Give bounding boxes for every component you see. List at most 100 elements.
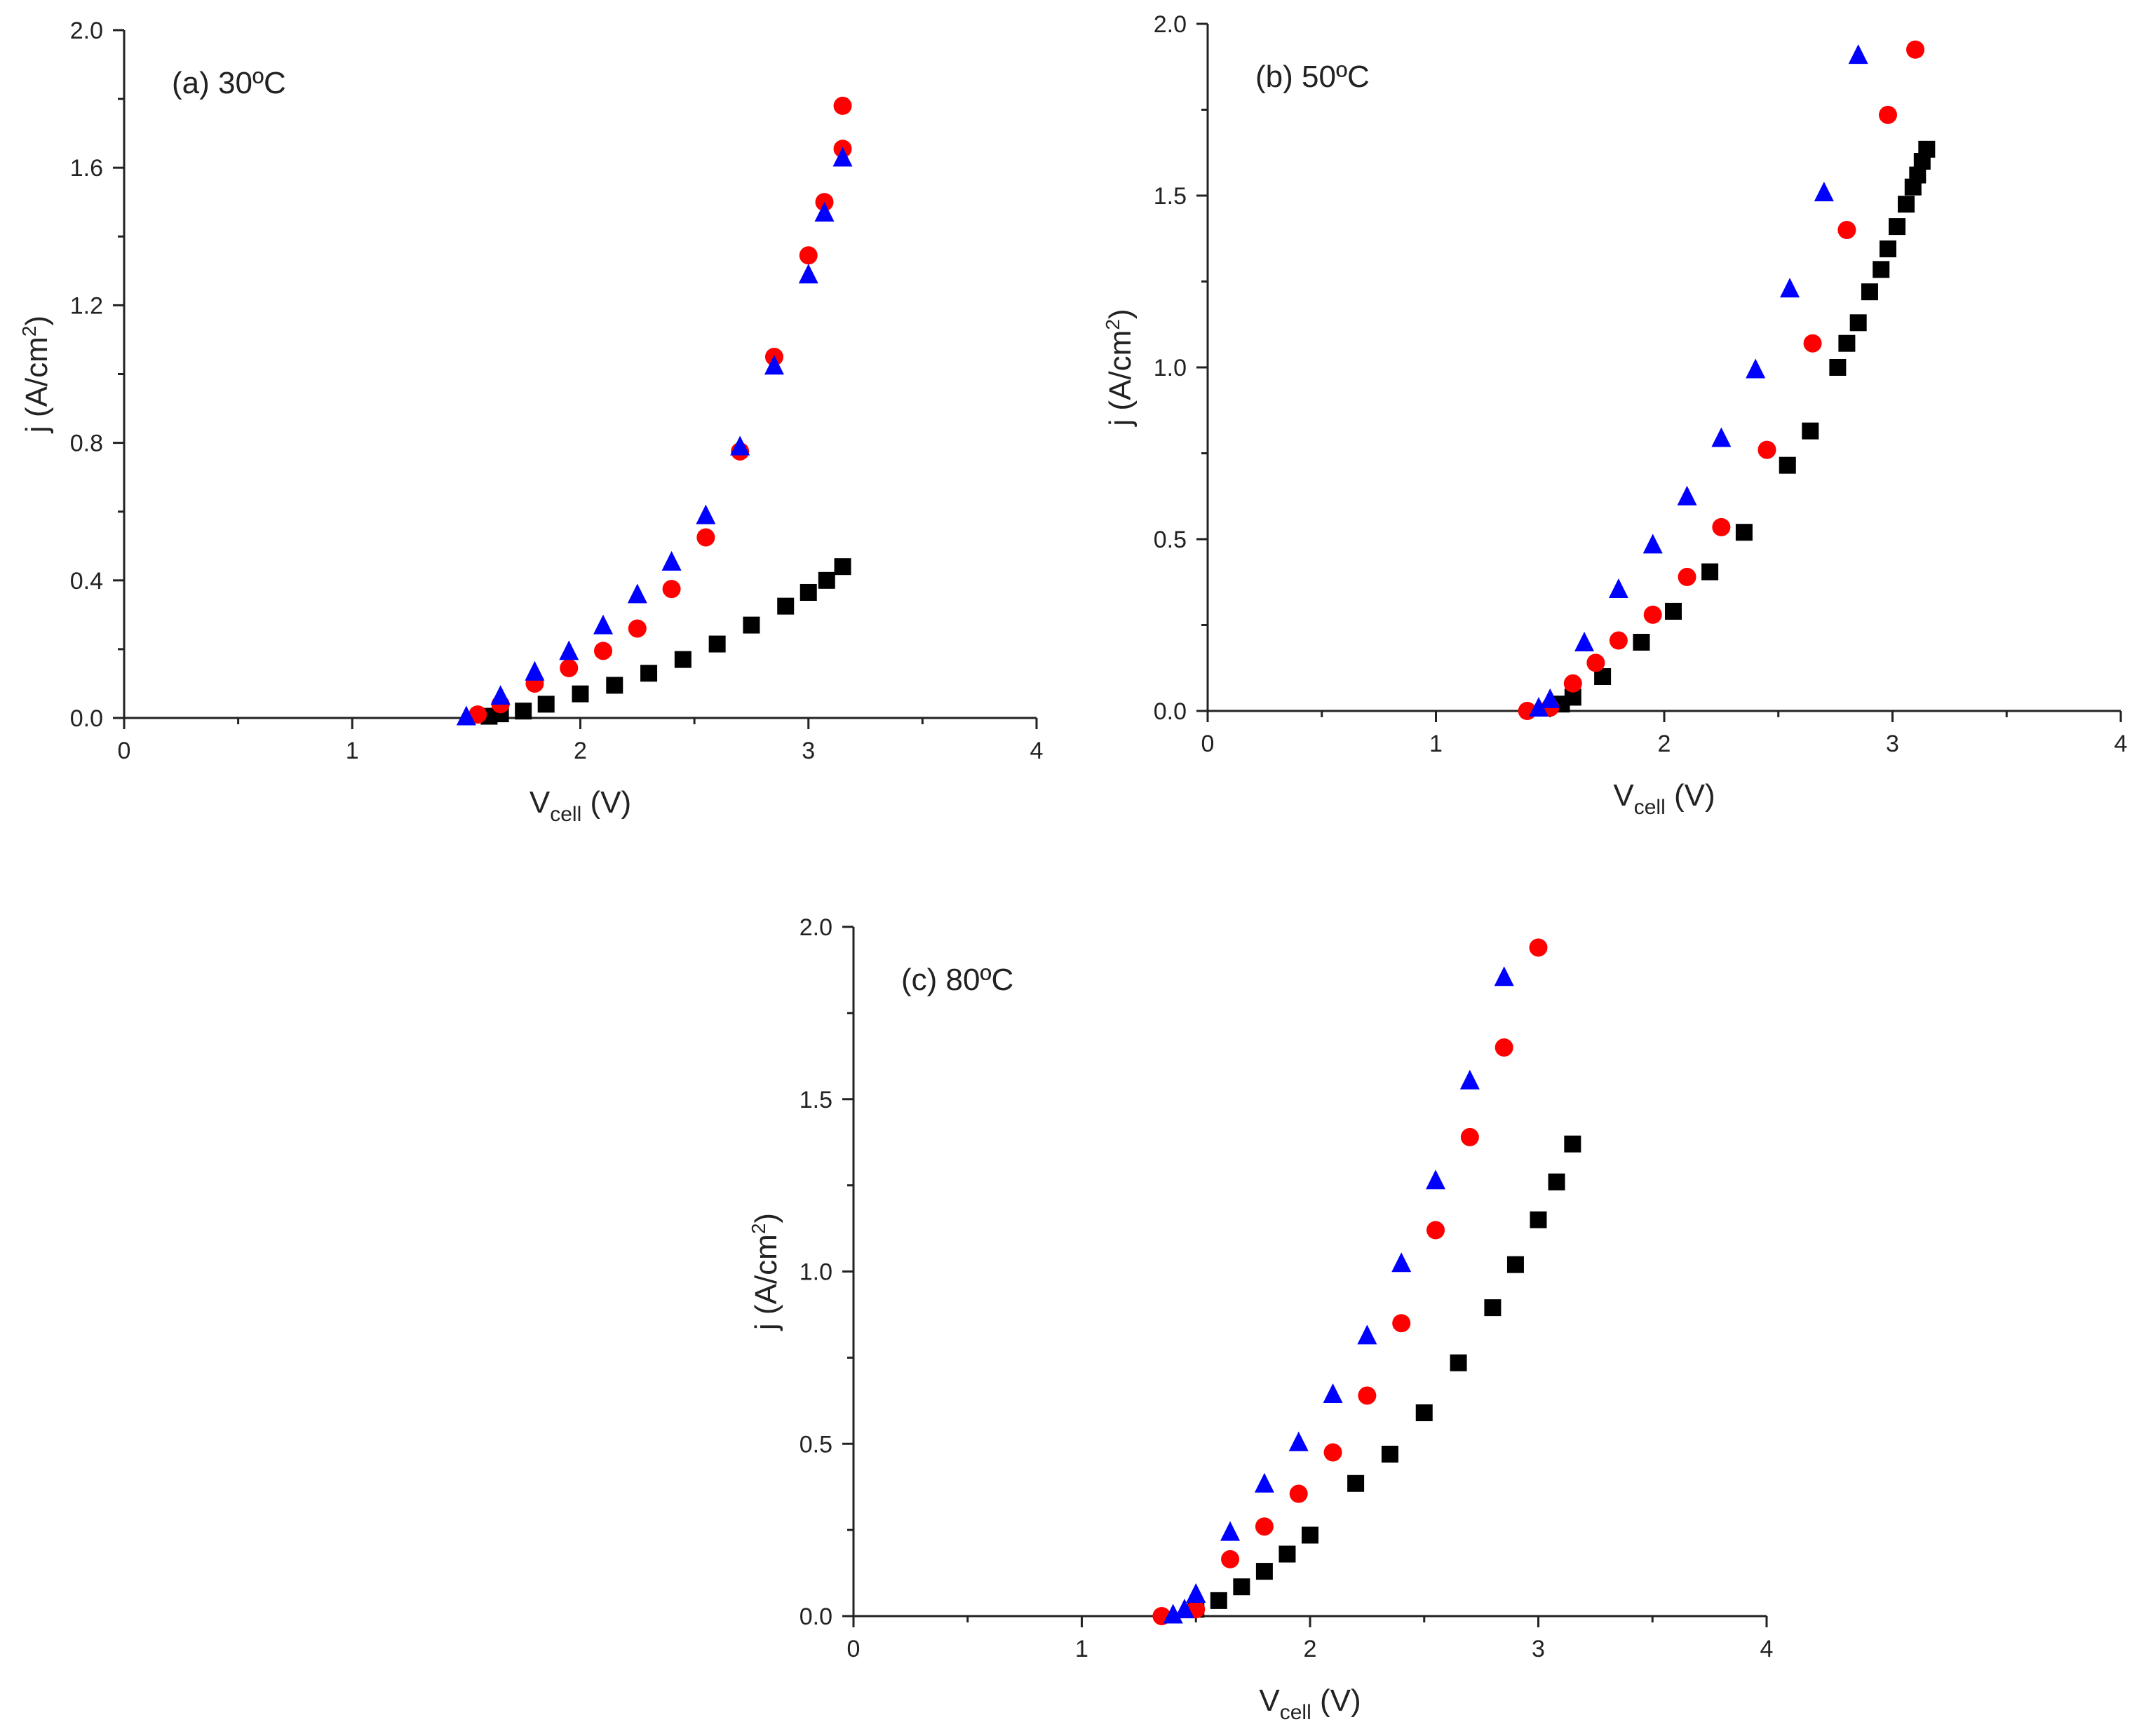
data-point-square [1633,634,1650,651]
x-tick-label: 2 [574,738,587,764]
data-point-circle [560,658,579,677]
data-point-triangle [1163,1603,1183,1624]
y-tick-label: 1.0 [800,1259,832,1286]
chart-panel-2: 0 1 2 3 4 0.0 0.5 1.0 1.5 2.0 (c) 80ºC Vcell (V) j (… [748,914,1773,1724]
data-point-circle [628,619,647,638]
data-point-square [674,651,691,668]
data-point-square [606,677,623,694]
chart-panel-1: 0 1 2 3 4 0.0 0.5 1.0 1.5 2.0 (b) 50ºC Vcell (V) j (… [1102,11,2127,819]
data-point-circle [1495,1038,1513,1057]
y-tick-label: 1.5 [1154,183,1187,210]
data-point-circle [1678,567,1696,586]
data-point-triangle [1574,632,1595,651]
x-tick-label: 4 [2114,731,2128,757]
data-point-square [1302,1526,1318,1544]
data-point-square [1735,524,1753,541]
data-point-triangle [1608,578,1628,599]
panel-title: (a) 30ºC [172,66,286,100]
data-point-circle [696,528,715,547]
x-axis-label: Vcell (V) [1259,1683,1361,1724]
data-point-square [1548,1173,1565,1191]
data-point-triangle [696,504,716,524]
x-tick-label: 3 [1886,731,1899,757]
data-point-circle [1358,1386,1377,1405]
y-axis-label: j (A/cm2) [18,316,54,434]
data-point-triangle [1288,1431,1309,1451]
y-tick-label: 0.0 [70,705,103,732]
data-point-triangle [832,147,853,167]
data-point-square [708,635,726,653]
data-point-square [640,665,658,682]
data-point-square [1530,1211,1547,1228]
data-point-square [818,571,835,589]
data-point-triangle [764,355,784,375]
data-point-square [1665,602,1682,620]
data-point-triangle [1220,1521,1241,1541]
data-point-triangle [627,583,647,604]
data-point-circle [1837,221,1856,239]
data-point-circle [1460,1127,1479,1146]
data-point-circle [1221,1549,1240,1568]
x-tick-label: 1 [346,738,359,764]
data-point-square [1255,1563,1273,1580]
data-point-square [1861,283,1878,301]
data-point-triangle [1254,1472,1274,1493]
data-point-triangle [593,614,614,635]
x-tick-label: 3 [1532,1636,1545,1662]
data-point-circle [1643,605,1662,624]
data-point-square [1898,196,1915,213]
data-point-triangle [1174,1599,1194,1619]
data-point-circle [662,580,681,599]
data-point-triangle [1746,358,1766,379]
panel-title: (c) 80ºC [901,963,1013,997]
data-point-square [1415,1404,1433,1422]
data-point-triangle [1323,1383,1343,1403]
data-point-square [1564,1135,1581,1153]
data-point-square [1838,334,1856,352]
data-point-circle [1323,1443,1342,1462]
data-point-circle [1563,674,1582,693]
data-point-square [515,703,532,720]
data-point-triangle [1848,44,1868,65]
data-point-circle [1609,631,1628,650]
data-point-circle [468,705,487,724]
x-axis-label: Vcell (V) [529,785,631,826]
data-point-triangle [1357,1324,1377,1345]
y-tick-label: 2.0 [70,18,103,44]
data-point-circle [833,96,852,115]
x-tick-label: 1 [1429,731,1443,757]
data-point-triangle [1494,966,1514,986]
data-point-square [1381,1445,1398,1463]
x-tick-label: 0 [1201,731,1215,757]
y-axis-label: j (A/cm2) [1102,308,1138,427]
data-point-triangle [1642,534,1663,554]
data-point-triangle [1540,688,1560,708]
data-point-circle [1586,653,1605,672]
y-tick-label: 0.5 [800,1431,832,1458]
y-tick-label: 1.5 [800,1087,832,1113]
x-tick-label: 2 [1658,731,1671,757]
data-point-triangle [456,705,476,726]
data-point-triangle [1711,427,1732,447]
chart-panel-0: 0 1 2 3 4 0.0 0.4 0.8 1.2 1.6 2.0 (a) 30ºC Vcell (V)… [18,18,1043,826]
data-point-square [1701,563,1719,581]
data-point-triangle [490,685,511,705]
y-tick-label: 2.0 [1154,11,1187,38]
y-tick-label: 0.0 [800,1603,832,1630]
data-point-square [1233,1578,1250,1596]
data-point-triangle [559,640,579,660]
panel-title: (b) 50ºC [1255,60,1370,94]
data-point-circle [1757,440,1776,459]
x-tick-label: 2 [1304,1636,1317,1662]
data-point-square [1873,261,1890,278]
data-point-square [1879,240,1896,257]
x-axis-label: Vcell (V) [1613,778,1715,819]
data-point-square [1484,1299,1502,1317]
data-point-triangle [814,201,835,222]
x-tick-label: 1 [1075,1636,1088,1662]
data-point-triangle [1459,1069,1480,1090]
data-point-square [1506,1256,1524,1273]
data-point-triangle [525,660,545,681]
data-point-triangle [661,550,682,571]
